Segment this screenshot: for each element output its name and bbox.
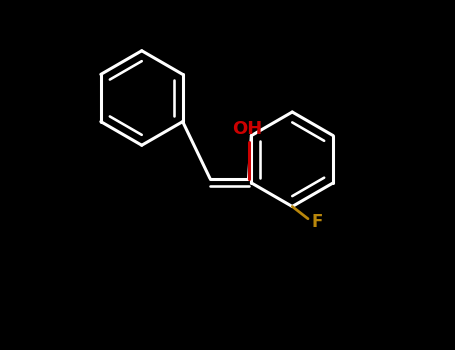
Text: F: F [312, 213, 323, 231]
Text: OH: OH [232, 120, 262, 139]
